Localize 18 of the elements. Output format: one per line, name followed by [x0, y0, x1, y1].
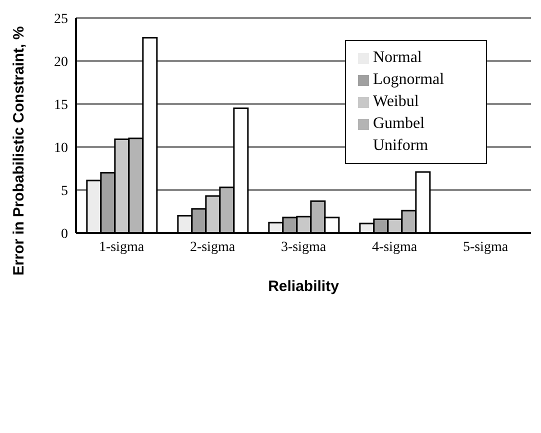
x-tick-label: 5-sigma — [462, 240, 509, 255]
y-tick-label: 0 — [61, 226, 68, 242]
legend-label: Weibul — [373, 93, 419, 110]
y-tick-label: 15 — [54, 98, 68, 113]
y-tick-label: 10 — [54, 140, 68, 156]
x-tick-label: 1-sigma — [98, 240, 145, 255]
x-axis-title: Reliability — [268, 278, 340, 295]
legend-label: Gumbel — [373, 115, 425, 132]
legend-label: Lognormal — [373, 71, 444, 88]
series-label: Uniform — [373, 137, 428, 154]
x-tick-label: 3-sigma — [280, 240, 327, 255]
legend-label: Normal — [373, 49, 422, 66]
x-tick-label: 2-sigma — [190, 240, 236, 255]
y-tick-label: 25 — [54, 12, 68, 27]
y-axis-title: Error in Probabilistic Constraint, % — [10, 26, 28, 276]
y-tick-label: 20 — [54, 54, 68, 70]
y-tick-label: 5 — [61, 184, 68, 199]
x-tick-label: 4-sigma — [372, 240, 418, 255]
